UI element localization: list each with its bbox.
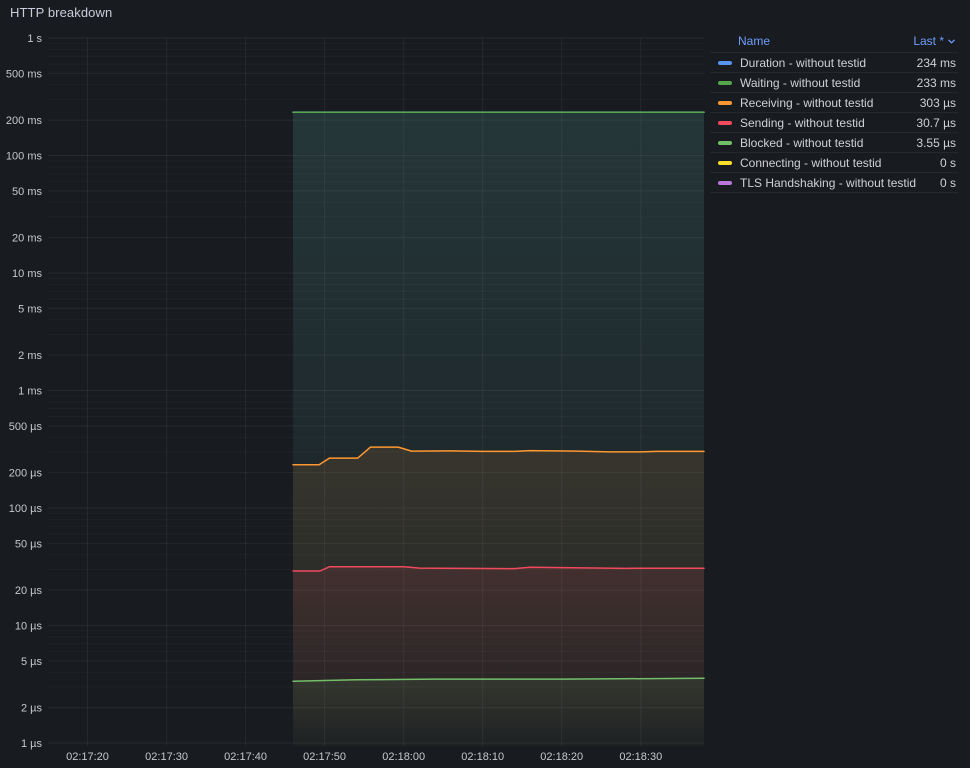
x-tick-label: 02:18:20 [540,751,583,763]
legend-header: Name Last * [710,32,958,52]
chevron-down-icon [948,39,955,43]
y-tick-label: 200 ms [6,115,43,127]
series-last-value: 234 ms [916,55,956,70]
legend-rows: Duration - without testid 234 ms Waiting -… [710,52,958,193]
y-tick-label: 50 ms [12,186,42,198]
panel-title: HTTP breakdown [10,5,113,20]
legend-row[interactable]: Duration - without testid 234 ms [710,52,958,72]
y-tick-label: 2 µs [21,703,43,715]
series-color-swatch-icon [718,160,732,165]
series-color-swatch-icon [718,120,732,125]
x-tick-label: 02:18:30 [619,751,662,763]
legend-row[interactable]: TLS Handshaking - without testid 0 s [710,172,958,192]
series-last-value: 30.7 µs [916,115,956,130]
y-tick-label: 5 ms [18,303,42,315]
x-tick-label: 02:18:00 [382,751,425,763]
y-tick-label: 20 ms [12,233,42,245]
series-line [292,446,705,466]
y-tick-label: 10 ms [12,268,42,280]
y-tick-label: 20 µs [15,585,43,597]
x-tick-label: 02:17:20 [66,751,109,763]
y-tick-label: 200 µs [9,468,43,480]
series-color-swatch-icon [718,180,732,185]
series-color-swatch-icon [718,100,732,105]
series-name[interactable]: Sending - without testid [740,115,865,130]
legend-row[interactable]: Receiving - without testid 303 µs [710,92,958,112]
legend-last-header-label: Last * [913,34,944,48]
series-color-swatch-icon [718,80,732,85]
series-line [292,566,705,572]
legend-row[interactable]: Sending - without testid 30.7 µs [710,112,958,132]
y-tick-label: 2 ms [18,350,42,362]
x-tick-label: 02:18:10 [461,751,504,763]
legend-table: Name Last * Duration - without testid 234… [710,32,958,193]
series-last-value: 303 µs [919,95,956,110]
series-color-swatch-icon [718,60,732,65]
x-tick-label: 02:17:40 [224,751,267,763]
series-last-value: 0 s [939,155,956,170]
y-tick-label: 100 ms [6,151,43,163]
series-name[interactable]: Blocked - without testid [740,135,864,150]
series-name[interactable]: Receiving - without testid [740,95,874,110]
legend-row[interactable]: Connecting - without testid 0 s [710,152,958,172]
y-tick-label: 500 µs [9,421,43,433]
axis-labels: 1 s 500 ms 200 ms 100 ms 50 ms 20 ms 10 ms 5 ms… [6,33,662,763]
series-last-value: 233 ms [916,75,956,90]
series-name[interactable]: TLS Handshaking - without testid [740,175,917,190]
y-tick-label: 50 µs [15,538,43,550]
y-tick-label: 100 µs [9,503,43,515]
x-tick-label: 02:17:50 [303,751,346,763]
y-tick-label: 1 µs [21,738,43,750]
series-name[interactable]: Waiting - without testid [740,75,861,90]
legend-row[interactable]: Waiting - without testid 233 ms [710,72,958,92]
y-tick-label: 5 µs [21,656,43,668]
series-name[interactable]: Duration - without testid [740,55,867,70]
series-last-value: 0 s [939,175,956,190]
y-tick-label: 500 ms [6,68,43,80]
y-tick-label: 10 µs [15,621,43,633]
series-last-value: 3.55 µs [916,135,956,150]
legend-row[interactable]: Blocked - without testid 3.55 µs [710,132,958,152]
series-group [292,111,705,747]
series-color-swatch-icon [718,140,732,145]
legend-last-header[interactable]: Last * [913,34,956,48]
y-tick-label: 1 ms [18,386,42,398]
x-tick-label: 02:17:30 [145,751,188,763]
y-tick-label: 1 s [27,33,42,45]
series-name[interactable]: Connecting - without testid [740,155,882,170]
series-area [293,678,704,746]
legend-name-header[interactable]: Name [738,34,771,48]
series-line [292,677,705,683]
